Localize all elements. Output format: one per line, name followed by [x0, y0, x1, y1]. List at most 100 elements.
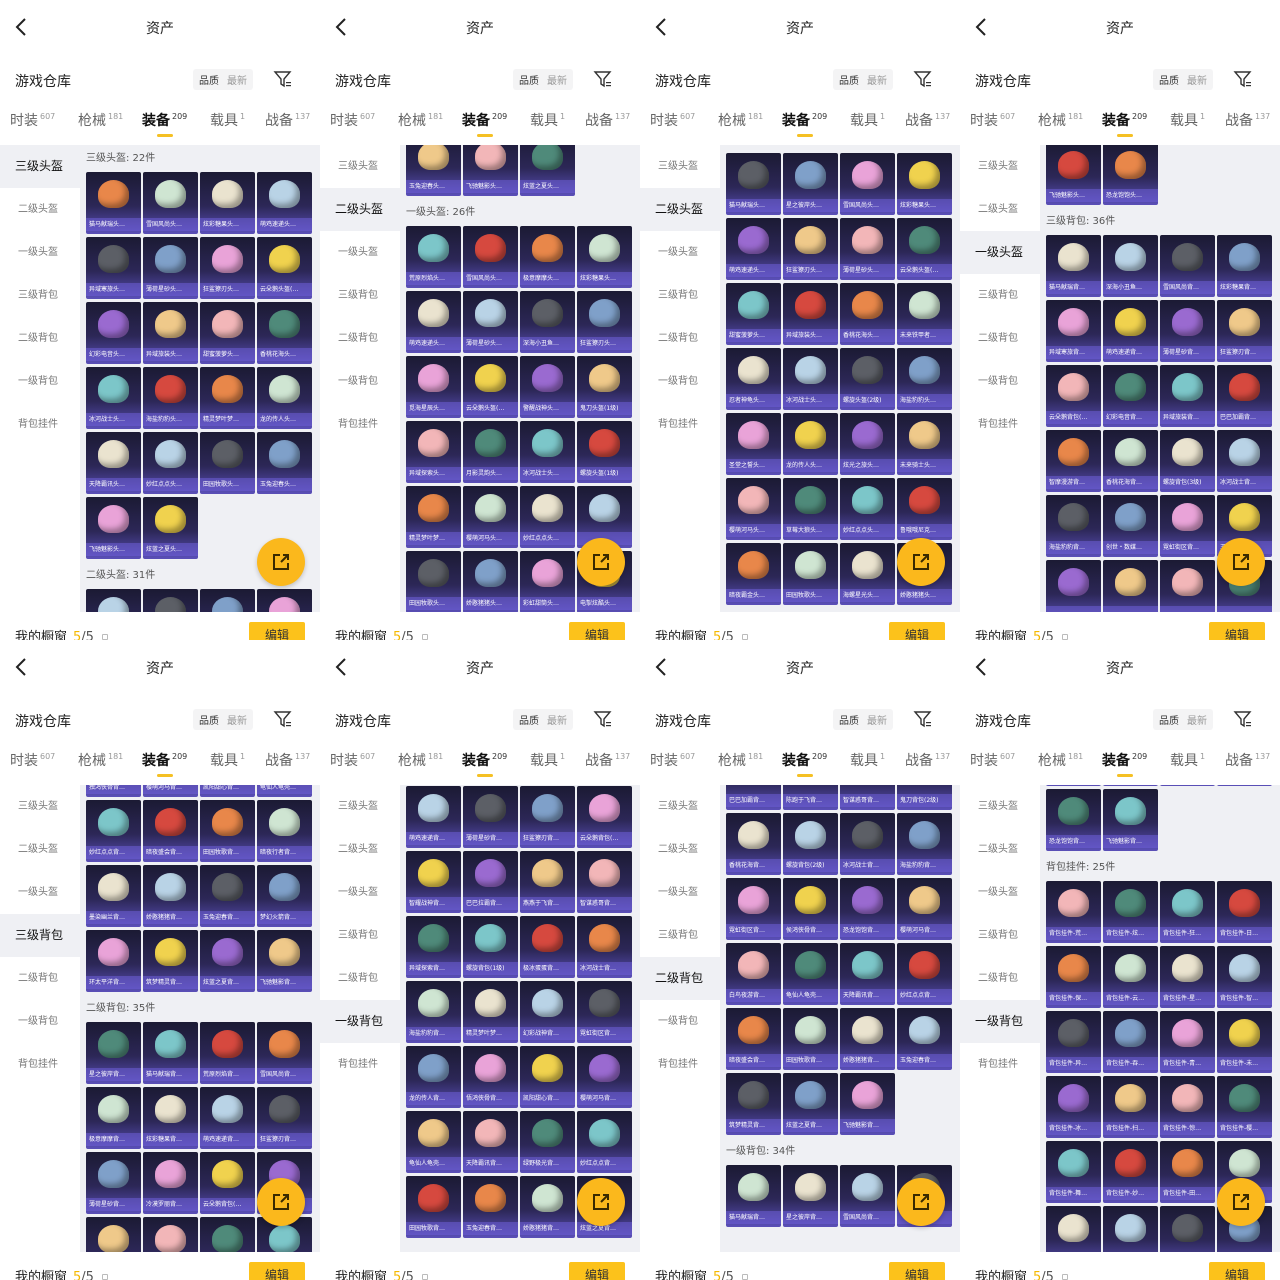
sidebar-item[interactable]: 三级背包: [338, 930, 378, 941]
item-tile[interactable]: 海盐豹豹头…: [143, 367, 198, 429]
item-tile[interactable]: 霓虹街区背…: [1160, 495, 1215, 557]
item-tile[interactable]: 雪国风尚背…: [1160, 235, 1215, 297]
item-tile[interactable]: 月影灵韵头…: [463, 421, 518, 483]
item-tile[interactable]: 异域寒旅头…: [86, 237, 141, 299]
item-tile[interactable]: 荒原烈焰背…: [200, 1022, 255, 1084]
sidebar-item[interactable]: 二级背包: [658, 333, 698, 344]
back-button[interactable]: [12, 16, 32, 38]
item-tile[interactable]: 鬼刀背包(2级): [897, 785, 952, 810]
item-tile[interactable]: 螺旋背包(2级): [783, 813, 838, 875]
item-tile[interactable]: 炫彩糖果背…: [1217, 235, 1272, 297]
item-tile[interactable]: 香桃花海背…: [1103, 430, 1158, 492]
tab-1[interactable]: 枪械 181: [1038, 110, 1083, 130]
item-tile[interactable]: 娇憨猪猪背…: [143, 865, 198, 927]
back-button[interactable]: [332, 16, 352, 38]
item-tile[interactable]: 云朵鹅头盔(…: [257, 237, 312, 299]
sidebar-item[interactable]: 二级头盔: [978, 844, 1018, 855]
sidebar-item[interactable]: 三级头盔: [658, 161, 698, 172]
share-button[interactable]: [897, 1178, 945, 1226]
sidebar-item[interactable]: 背包挂件: [658, 1059, 698, 1070]
item-tile[interactable]: 恐龙饱饱背…: [840, 878, 895, 940]
item-tile[interactable]: 炫蓝之夏头…: [143, 497, 198, 559]
tab-0[interactable]: 时装 607: [970, 110, 1015, 130]
item-tile[interactable]: 螺旋背包(1级): [463, 916, 518, 978]
share-button[interactable]: [257, 538, 305, 586]
item-tile[interactable]: 白鸟夜游背…: [726, 943, 781, 1005]
edit-button[interactable]: 编辑: [249, 622, 305, 640]
item-tile[interactable]: 极意摩摩头…: [520, 226, 575, 288]
item-list[interactable]: 恐龙饱饱背… 飞驰魅影背… 背包挂件: 25件 背包挂件-荒… 背包挂件-炫… 背包挂件-…: [1040, 785, 1280, 1252]
item-tile[interactable]: 鬼刀头盔(1级): [577, 356, 632, 418]
tab-1[interactable]: 枪械 181: [78, 110, 123, 130]
item-tile[interactable]: [1160, 560, 1215, 612]
item-tile[interactable]: 异域寒旅背…: [1046, 300, 1101, 362]
item-tile[interactable]: 妙红点点头…: [520, 486, 575, 548]
item-tile[interactable]: 炫蓝之夏头…: [520, 145, 575, 196]
item-list[interactable]: 三级头盔: 22件 猫马献瑞头… 雪国风尚头… 炫彩糖果头… 萌鸡速递头… 异域寒旅头… 薄…: [80, 145, 320, 612]
item-tile[interactable]: 雪国风尚背…: [257, 1022, 312, 1084]
item-tile[interactable]: 玉兔迎春背…: [200, 865, 255, 927]
item-tile[interactable]: 龙的传人背…: [406, 1046, 461, 1108]
item-tile[interactable]: 背包挂件-异…: [1046, 1011, 1101, 1073]
item-tile[interactable]: [1103, 785, 1158, 786]
tab-0[interactable]: 时装 607: [330, 110, 375, 130]
sidebar-item[interactable]: 一级背包: [18, 376, 58, 387]
item-tile[interactable]: 天降霸讯头…: [86, 432, 141, 494]
back-button[interactable]: [972, 656, 992, 678]
item-tile[interactable]: 玉兔迎春头…: [406, 145, 461, 196]
item-tile[interactable]: [86, 589, 141, 612]
tab-0[interactable]: 时装 607: [10, 110, 55, 130]
item-tile[interactable]: [143, 589, 198, 612]
sort-toggle[interactable]: 品质 最新: [193, 709, 253, 730]
sort-quality-option[interactable]: 品质: [519, 716, 539, 727]
item-tile[interactable]: 冰河战士头…: [86, 367, 141, 429]
item-tile[interactable]: 独鸿侠骨背…: [86, 785, 141, 797]
filter-button[interactable]: [273, 709, 293, 729]
item-tile[interactable]: 警醒战神头…: [520, 356, 575, 418]
sidebar-item[interactable]: 背包挂件: [18, 1059, 58, 1070]
item-tile[interactable]: 龟仙人龟壳…: [406, 1111, 461, 1173]
item-tile[interactable]: 智谋惑哥背…: [577, 851, 632, 913]
sidebar-item[interactable]: 一级头盔: [18, 887, 58, 898]
sidebar-item[interactable]: 二级头盔: [18, 204, 58, 215]
item-tile[interactable]: 墨染幽兰背…: [86, 865, 141, 927]
item-tile[interactable]: 萌鸡速递头…: [257, 172, 312, 234]
item-tile[interactable]: 妙红点点背…: [577, 1111, 632, 1173]
item-tile[interactable]: 妙红点点头…: [143, 432, 198, 494]
edit-button[interactable]: 编辑: [1209, 1262, 1265, 1280]
item-tile[interactable]: 极意摩摩背…: [86, 1087, 141, 1149]
item-tile[interactable]: 背包挂件-炫…: [1103, 881, 1158, 943]
sidebar-item[interactable]: 一级背包: [658, 376, 698, 387]
item-tile[interactable]: 娇憨猪猪背…: [840, 1008, 895, 1070]
tab-3[interactable]: 载具 1: [1170, 110, 1205, 130]
item-tile[interactable]: [1046, 1206, 1101, 1252]
tab-3[interactable]: 载具 1: [210, 110, 245, 130]
tab-2[interactable]: 装备 209: [1102, 110, 1147, 130]
item-tile[interactable]: [1217, 785, 1272, 786]
item-tile[interactable]: 创世・数媒…: [1103, 495, 1158, 557]
sidebar-item[interactable]: 三级背包: [0, 914, 80, 957]
item-tile[interactable]: 精灵梦叶梦…: [406, 486, 461, 548]
item-tile[interactable]: 恐龙饱饱头…: [1103, 145, 1158, 205]
item-tile[interactable]: 玉兔迎春背…: [897, 1008, 952, 1070]
item-tile[interactable]: 绿野极光背…: [520, 1111, 575, 1173]
item-tile[interactable]: 玉兔迎春背…: [463, 1176, 518, 1238]
item-tile[interactable]: 云朵鹅背包(…: [200, 1152, 255, 1214]
item-tile[interactable]: 暗夜盛会背…: [726, 1008, 781, 1070]
item-tile[interactable]: 龙的传人头…: [257, 367, 312, 429]
item-tile[interactable]: 龟仙人龟壳…: [257, 785, 312, 797]
item-tile[interactable]: 暗夜行者背…: [257, 800, 312, 862]
sort-newest-option[interactable]: 最新: [1187, 716, 1207, 727]
item-tile[interactable]: 雪国风尚背…: [840, 1165, 895, 1227]
sort-toggle[interactable]: 品质 最新: [513, 69, 573, 90]
sidebar-item[interactable]: 三级背包: [978, 930, 1018, 941]
item-tile[interactable]: 背包挂件-惊…: [1160, 1076, 1215, 1138]
sidebar-item[interactable]: 三级背包: [978, 290, 1018, 301]
tab-1[interactable]: 枪械 181: [398, 750, 443, 770]
sort-newest-option[interactable]: 最新: [867, 76, 887, 87]
item-tile[interactable]: 星之彼岸头…: [783, 153, 838, 215]
share-button[interactable]: [1217, 538, 1265, 586]
item-tile[interactable]: 猫马献瑞背…: [726, 1165, 781, 1227]
filter-button[interactable]: [1233, 709, 1253, 729]
sidebar-item[interactable]: 二级头盔: [640, 188, 720, 231]
